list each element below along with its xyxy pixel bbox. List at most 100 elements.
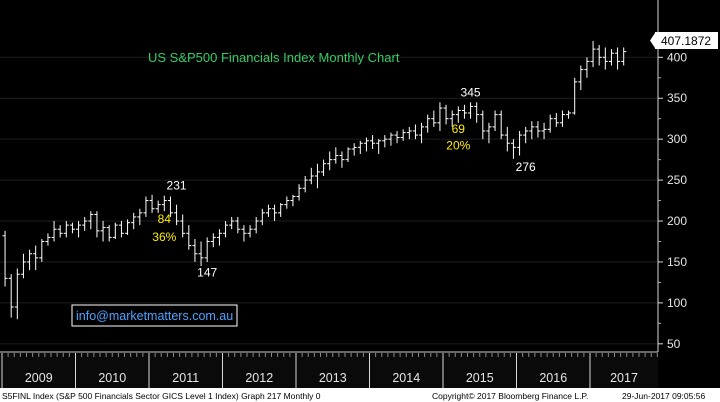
y-tick-label: 200	[667, 214, 687, 228]
y-tick-label: 50	[667, 337, 681, 351]
ohlc-bar	[241, 225, 247, 242]
ohlc-bar	[480, 110, 486, 140]
contact-box[interactable]: info@marketmatters.com.au	[71, 304, 238, 327]
ohlc-bar	[590, 40, 596, 68]
ohlc-bar	[27, 249, 33, 271]
ohlc-bar	[559, 110, 565, 127]
ohlc-bar	[174, 204, 180, 226]
ohlc-bar	[400, 129, 406, 141]
ohlc-bar	[351, 143, 357, 156]
ohlc-bar	[198, 241, 204, 267]
ohlc-bar	[388, 132, 394, 146]
last-price-tag: 407.1872	[650, 32, 718, 49]
ohlc-bar	[510, 139, 516, 159]
ohlc-bar	[210, 233, 216, 248]
ohlc-bar	[143, 196, 149, 217]
ohlc-bar	[247, 225, 253, 238]
ohlc-bar	[51, 221, 57, 242]
contact-email-link[interactable]: info@marketmatters.com.au	[76, 309, 233, 323]
ohlc-bar	[167, 196, 173, 217]
ohlc-bar	[566, 110, 572, 119]
ohlc-bar	[394, 130, 400, 144]
ohlc-bar	[2, 230, 8, 287]
ohlc-bar	[278, 203, 284, 217]
ohlc-bar	[474, 102, 480, 123]
y-tick-label: 300	[667, 132, 687, 146]
ohlc-bar	[468, 102, 474, 119]
ohlc-bar	[412, 124, 418, 140]
ohlc-bar	[118, 221, 124, 238]
ohlc-bar	[406, 126, 412, 140]
ohlc-bar	[492, 110, 498, 131]
ohlc-bar	[223, 221, 229, 238]
ohlc-bar	[63, 221, 69, 238]
ohlc-bar	[265, 204, 271, 217]
ohlc-bar	[94, 211, 100, 238]
ohlc-bar	[76, 221, 82, 238]
ohlc-bar	[229, 216, 235, 230]
ohlc-bar	[376, 139, 382, 154]
ohlc-bar	[615, 47, 621, 70]
annotation-label: 276	[516, 160, 536, 174]
axes	[0, 0, 659, 353]
x-year-label: 2010	[98, 371, 126, 385]
annotation-label: 84	[158, 212, 172, 226]
ohlc-bar	[308, 167, 314, 185]
x-axis-band: 2009 2010 2011 2012 2013 2014 2015 2016 2017	[0, 353, 658, 388]
y-tick-label: 150	[667, 255, 687, 269]
ohlc-bar	[547, 114, 553, 133]
ohlc-bar	[137, 208, 143, 226]
y-tick-label: 400	[667, 50, 687, 64]
ohlc-bar	[449, 110, 455, 127]
ohlc-bar	[339, 151, 345, 168]
ohlc-bar	[517, 130, 523, 156]
ohlc-bar	[357, 140, 363, 154]
ohlc-bar	[321, 159, 327, 176]
annotation-label: 69	[452, 122, 466, 136]
annotations: 231 84 36% 147 345 69 20% 276	[152, 85, 536, 279]
ohlc-bar	[33, 245, 39, 271]
ohlc-bar	[572, 77, 578, 115]
ohlc-bar	[382, 135, 388, 148]
ohlc-bar	[602, 47, 608, 70]
ohlc-bar	[437, 102, 443, 131]
ohlc-bar	[498, 110, 504, 140]
ohlc-bar	[161, 195, 167, 212]
y-tick-label: 250	[667, 173, 687, 187]
ohlc-bar	[529, 121, 535, 140]
ohlc-bar	[106, 225, 112, 242]
ohlc-bar	[523, 126, 529, 144]
last-price-box	[655, 32, 718, 49]
ohlc-bar	[333, 147, 339, 164]
x-year-label: 2013	[319, 371, 347, 385]
x-year-label: 2016	[539, 371, 567, 385]
ohlc-bar	[486, 122, 492, 144]
ohlc-bar	[8, 274, 14, 318]
ohlc-bar	[596, 45, 602, 66]
ohlc-bar	[302, 176, 308, 193]
y-tick-label: 100	[667, 296, 687, 310]
last-price-value: 407.1872	[661, 34, 711, 48]
ohlc-bar	[608, 49, 614, 66]
footer-description: S5FINL Index (S&P 500 Financials Sector …	[2, 391, 321, 401]
ohlc-bar	[461, 104, 467, 119]
ohlc-bar	[425, 114, 431, 133]
ohlc-bar	[112, 222, 118, 240]
ohlc-bar	[584, 57, 590, 78]
contact-box-border	[71, 304, 238, 327]
ohlc-series	[2, 40, 627, 320]
grid	[0, 56, 658, 345]
ohlc-bar	[443, 104, 449, 125]
ohlc-bar	[216, 229, 222, 246]
ohlc-bar	[88, 211, 94, 230]
annotation-label: 147	[197, 265, 217, 279]
ohlc-bar	[621, 47, 627, 66]
ohlc-bar	[131, 212, 137, 230]
ohlc-bar	[45, 233, 51, 246]
ohlc-bar	[235, 216, 241, 234]
footer-date: 29-Jun-2017 09:05:56	[622, 391, 705, 401]
ohlc-bar	[345, 147, 351, 163]
x-year-label: 2015	[466, 371, 494, 385]
